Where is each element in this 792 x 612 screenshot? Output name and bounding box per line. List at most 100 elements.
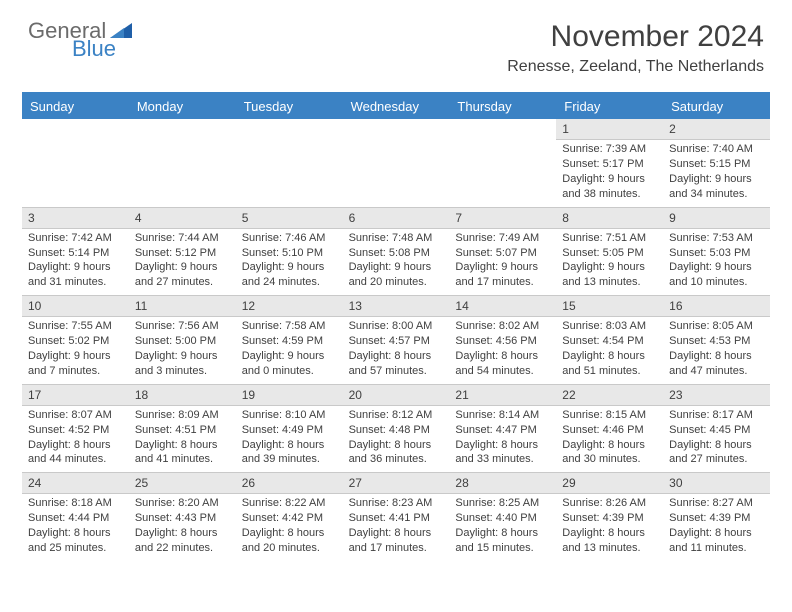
sunset-text: Sunset: 4:46 PM — [562, 423, 657, 438]
daylight-text: Daylight: 9 hours and 34 minutes. — [669, 172, 764, 202]
sunset-text: Sunset: 4:39 PM — [669, 511, 764, 526]
day-number: 5 — [236, 207, 343, 229]
sunrise-text: Sunrise: 8:17 AM — [669, 408, 764, 423]
daylight-text: Daylight: 8 hours and 47 minutes. — [669, 349, 764, 379]
daylight-text: Daylight: 8 hours and 13 minutes. — [562, 526, 657, 556]
calendar-cell: 14Sunrise: 8:02 AMSunset: 4:56 PMDayligh… — [449, 295, 556, 384]
daylight-text: Daylight: 9 hours and 27 minutes. — [135, 260, 230, 290]
sunset-text: Sunset: 5:17 PM — [562, 157, 657, 172]
sunset-text: Sunset: 5:14 PM — [28, 246, 123, 261]
day-header-fri: Friday — [556, 94, 663, 119]
sunrise-text: Sunrise: 8:10 AM — [242, 408, 337, 423]
day-number: 4 — [129, 207, 236, 229]
daylight-text: Daylight: 8 hours and 17 minutes. — [349, 526, 444, 556]
day-number: 30 — [663, 472, 770, 494]
day-header-wed: Wednesday — [343, 94, 450, 119]
daylight-text: Daylight: 9 hours and 10 minutes. — [669, 260, 764, 290]
daylight-text: Daylight: 8 hours and 20 minutes. — [242, 526, 337, 556]
week-row: 24Sunrise: 8:18 AMSunset: 4:44 PMDayligh… — [22, 472, 770, 561]
calendar-cell: 11Sunrise: 7:56 AMSunset: 5:00 PMDayligh… — [129, 295, 236, 384]
sunset-text: Sunset: 5:00 PM — [135, 334, 230, 349]
sunrise-text: Sunrise: 8:09 AM — [135, 408, 230, 423]
calendar-cell: 24 Sunrise: 8:18 AMSunset: 4:44 PMDayligh… — [22, 472, 129, 561]
sunset-text: Sunset: 4:41 PM — [349, 511, 444, 526]
calendar-cell: 8Sunrise: 7:51 AMSunset: 5:05 PMDaylight… — [556, 207, 663, 296]
daylight-text: Daylight: 8 hours and 11 minutes. — [669, 526, 764, 556]
daylight-text: Daylight: 8 hours and 57 minutes. — [349, 349, 444, 379]
calendar-cell: 18Sunrise: 8:09 AMSunset: 4:51 PMDayligh… — [129, 384, 236, 473]
sunset-text: Sunset: 5:03 PM — [669, 246, 764, 261]
sunrise-text: Sunrise: 7:46 AM — [242, 231, 337, 246]
sunset-text: Sunset: 4:51 PM — [135, 423, 230, 438]
calendar-cell: 13Sunrise: 8:00 AMSunset: 4:57 PMDayligh… — [343, 295, 450, 384]
day-header-sun: Sunday — [22, 94, 129, 119]
sunrise-text: Sunrise: 8:07 AM — [28, 408, 123, 423]
day-number: 12 — [236, 295, 343, 317]
daylight-text: Daylight: 8 hours and 51 minutes. — [562, 349, 657, 379]
calendar-cell: 17Sunrise: 8:07 AMSunset: 4:52 PMDayligh… — [22, 384, 129, 473]
logo-word2: Blue — [72, 39, 132, 60]
day-number: 28 — [449, 472, 556, 494]
day-number: 1 — [556, 119, 663, 140]
day-header-sat: Saturday — [663, 94, 770, 119]
calendar-cell: 25Sunrise: 8:20 AMSunset: 4:43 PMDayligh… — [129, 472, 236, 561]
day-number: 3 — [22, 207, 129, 229]
sunrise-text: Sunrise: 8:15 AM — [562, 408, 657, 423]
title-block: November 2024 Renesse, Zeeland, The Neth… — [507, 20, 764, 76]
daylight-text: Daylight: 8 hours and 25 minutes. — [28, 526, 123, 556]
sunset-text: Sunset: 4:44 PM — [28, 511, 123, 526]
sunrise-text: Sunrise: 7:56 AM — [135, 319, 230, 334]
day-number: 20 — [343, 384, 450, 406]
sunset-text: Sunset: 4:59 PM — [242, 334, 337, 349]
calendar-cell: 23Sunrise: 8:17 AMSunset: 4:45 PMDayligh… — [663, 384, 770, 473]
sunset-text: Sunset: 4:49 PM — [242, 423, 337, 438]
calendar-cell: 10Sunrise: 7:55 AMSunset: 5:02 PMDayligh… — [22, 295, 129, 384]
calendar-cell: 20Sunrise: 8:12 AMSunset: 4:48 PMDayligh… — [343, 384, 450, 473]
day-number: 25 — [129, 472, 236, 494]
sunset-text: Sunset: 4:39 PM — [562, 511, 657, 526]
calendar-cell: 21Sunrise: 8:14 AMSunset: 4:47 PMDayligh… — [449, 384, 556, 473]
daylight-text: Daylight: 9 hours and 17 minutes. — [455, 260, 550, 290]
daylight-text: Daylight: 8 hours and 30 minutes. — [562, 438, 657, 468]
sunrise-text: Sunrise: 8:05 AM — [669, 319, 764, 334]
sunrise-text: Sunrise: 8:18 AM — [28, 496, 123, 511]
sunrise-text: Sunrise: 7:58 AM — [242, 319, 337, 334]
day-number: 26 — [236, 472, 343, 494]
sunset-text: Sunset: 4:42 PM — [242, 511, 337, 526]
weeks-container: 1Sunrise: 7:39 AMSunset: 5:17 PMDaylight… — [22, 119, 770, 561]
sunrise-text: Sunrise: 8:26 AM — [562, 496, 657, 511]
sunrise-text: Sunrise: 8:23 AM — [349, 496, 444, 511]
daylight-text: Daylight: 9 hours and 24 minutes. — [242, 260, 337, 290]
calendar-cell: 27 Sunrise: 8:23 AMSunset: 4:41 PMDayligh… — [343, 472, 450, 561]
sunrise-text: Sunrise: 7:44 AM — [135, 231, 230, 246]
logo-text: General Blue — [28, 20, 132, 60]
day-number: 2 — [663, 119, 770, 140]
daylight-text: Daylight: 8 hours and 22 minutes. — [135, 526, 230, 556]
day-number: 27 — [343, 472, 450, 494]
daylight-text: Daylight: 8 hours and 41 minutes. — [135, 438, 230, 468]
day-number: 29 — [556, 472, 663, 494]
sunset-text: Sunset: 5:12 PM — [135, 246, 230, 261]
sunset-text: Sunset: 4:47 PM — [455, 423, 550, 438]
daylight-text: Daylight: 8 hours and 44 minutes. — [28, 438, 123, 468]
sunset-text: Sunset: 5:08 PM — [349, 246, 444, 261]
sunset-text: Sunset: 4:40 PM — [455, 511, 550, 526]
day-number: 16 — [663, 295, 770, 317]
sunrise-text: Sunrise: 7:49 AM — [455, 231, 550, 246]
day-number: 24 — [22, 472, 129, 494]
day-number: 8 — [556, 207, 663, 229]
daylight-text: Daylight: 9 hours and 13 minutes. — [562, 260, 657, 290]
calendar-cell: 1Sunrise: 7:39 AMSunset: 5:17 PMDaylight… — [556, 119, 663, 207]
day-number: 9 — [663, 207, 770, 229]
sunset-text: Sunset: 4:53 PM — [669, 334, 764, 349]
sunset-text: Sunset: 4:48 PM — [349, 423, 444, 438]
sunrise-text: Sunrise: 8:25 AM — [455, 496, 550, 511]
day-number: 6 — [343, 207, 450, 229]
sunrise-text: Sunrise: 7:42 AM — [28, 231, 123, 246]
calendar-cell — [129, 119, 236, 207]
sunset-text: Sunset: 5:15 PM — [669, 157, 764, 172]
calendar-cell: 15Sunrise: 8:03 AMSunset: 4:54 PMDayligh… — [556, 295, 663, 384]
daylight-text: Daylight: 8 hours and 36 minutes. — [349, 438, 444, 468]
daylight-text: Daylight: 8 hours and 33 minutes. — [455, 438, 550, 468]
sunset-text: Sunset: 4:43 PM — [135, 511, 230, 526]
